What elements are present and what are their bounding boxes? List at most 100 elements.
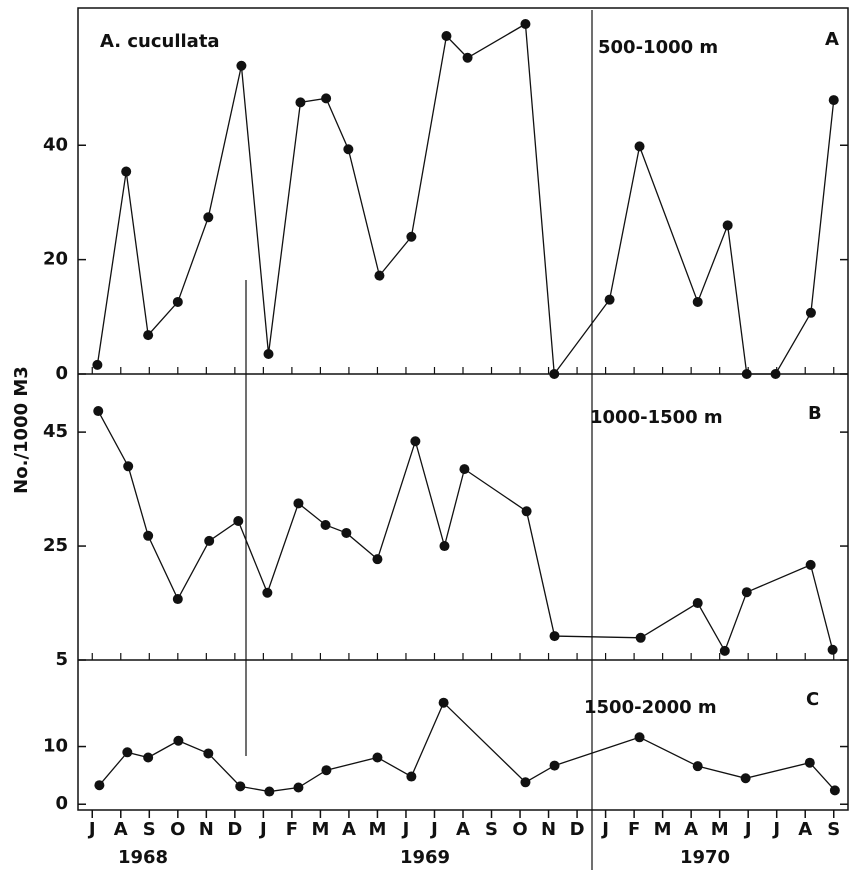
data-point bbox=[604, 294, 615, 305]
data-point bbox=[341, 527, 352, 538]
data-point bbox=[343, 144, 354, 155]
y-tick-label: 45 bbox=[43, 421, 68, 442]
y-tick-label: 0 bbox=[55, 363, 68, 384]
data-point bbox=[722, 220, 733, 231]
y-tick-label: 0 bbox=[55, 793, 68, 814]
x-tick-label: J bbox=[429, 819, 438, 840]
data-point bbox=[235, 781, 246, 792]
data-point bbox=[549, 631, 560, 642]
x-tick-label: A bbox=[456, 819, 470, 840]
data-point bbox=[236, 60, 247, 71]
x-tick-label: D bbox=[227, 819, 242, 840]
x-tick-label: S bbox=[485, 819, 498, 840]
data-point bbox=[93, 406, 104, 417]
data-point bbox=[123, 461, 134, 472]
data-point bbox=[829, 785, 840, 796]
panel-annotation: 500-1000 m bbox=[598, 37, 718, 58]
x-tick-label: A bbox=[684, 819, 698, 840]
x-tick-label: J bbox=[87, 819, 96, 840]
data-point bbox=[459, 464, 470, 475]
data-point bbox=[293, 782, 304, 793]
data-point bbox=[372, 554, 383, 565]
data-point bbox=[121, 166, 132, 177]
data-point bbox=[172, 296, 183, 307]
x-tick-label: A bbox=[798, 819, 812, 840]
panel-annotation: 1000-1500 m bbox=[590, 407, 723, 428]
data-point bbox=[462, 52, 473, 63]
x-tick-label: A bbox=[114, 819, 128, 840]
data-point bbox=[320, 519, 331, 530]
panel-annotation: B bbox=[808, 403, 822, 424]
panel-annotation: 1500-2000 m bbox=[584, 697, 717, 718]
data-point bbox=[692, 598, 703, 609]
data-point bbox=[374, 270, 385, 281]
data-point bbox=[521, 506, 532, 517]
x-tick-label: O bbox=[170, 819, 185, 840]
x-tick-label: A bbox=[342, 819, 356, 840]
data-point bbox=[203, 748, 214, 759]
data-point bbox=[172, 594, 183, 605]
data-point bbox=[94, 780, 105, 791]
data-point bbox=[321, 765, 332, 776]
y-tick-label: 40 bbox=[43, 134, 68, 155]
data-point bbox=[634, 732, 645, 743]
data-point bbox=[406, 771, 417, 782]
data-point bbox=[441, 31, 452, 42]
x-tick-label: J bbox=[771, 819, 780, 840]
data-point bbox=[520, 777, 531, 788]
data-point bbox=[92, 359, 103, 370]
data-point bbox=[438, 697, 449, 708]
data-point bbox=[233, 515, 244, 526]
data-point bbox=[321, 93, 332, 104]
y-tick-label: 10 bbox=[43, 736, 68, 757]
series-line bbox=[98, 701, 836, 793]
x-tick-label: J bbox=[258, 819, 267, 840]
data-point bbox=[549, 760, 560, 771]
series-line bbox=[96, 22, 835, 376]
data-point bbox=[828, 95, 839, 106]
x-tick-label: M bbox=[711, 819, 729, 840]
data-point bbox=[263, 348, 274, 359]
data-point bbox=[143, 752, 154, 763]
data-point bbox=[740, 773, 751, 784]
x-tick-label: F bbox=[286, 819, 298, 840]
plot-frame bbox=[77, 7, 849, 811]
year-label: 1970 bbox=[680, 847, 730, 868]
data-point bbox=[804, 757, 815, 768]
data-point bbox=[410, 436, 421, 447]
x-tick-label: N bbox=[541, 819, 556, 840]
x-tick-label: M bbox=[311, 819, 329, 840]
y-tick-label: 20 bbox=[43, 249, 68, 270]
data-point bbox=[692, 761, 703, 772]
data-point bbox=[634, 141, 645, 152]
data-point bbox=[372, 752, 383, 763]
data-point bbox=[520, 19, 531, 30]
data-point bbox=[805, 559, 816, 570]
data-point bbox=[439, 541, 450, 552]
x-tick-label: M bbox=[654, 819, 672, 840]
data-point bbox=[692, 296, 703, 307]
data-point bbox=[203, 212, 214, 223]
data-point bbox=[143, 530, 154, 541]
panel-annotation: A. cucullata bbox=[100, 31, 220, 52]
x-tick-label: J bbox=[600, 819, 609, 840]
year-label: 1969 bbox=[400, 847, 450, 868]
x-tick-label: S bbox=[143, 819, 156, 840]
data-point bbox=[741, 587, 752, 598]
panel-annotation: A bbox=[825, 29, 839, 50]
x-tick-label: F bbox=[628, 819, 640, 840]
data-point bbox=[295, 97, 306, 108]
data-point bbox=[805, 307, 816, 318]
data-point bbox=[122, 747, 133, 758]
data-point bbox=[635, 632, 646, 643]
data-point bbox=[143, 330, 154, 341]
data-point bbox=[173, 735, 184, 746]
x-tick-label: J bbox=[743, 819, 752, 840]
x-tick-label: D bbox=[570, 819, 585, 840]
x-tick-label: J bbox=[401, 819, 410, 840]
data-point bbox=[264, 786, 275, 797]
panel-annotation: C bbox=[806, 689, 819, 710]
data-point bbox=[293, 498, 304, 509]
x-tick-label: N bbox=[199, 819, 214, 840]
